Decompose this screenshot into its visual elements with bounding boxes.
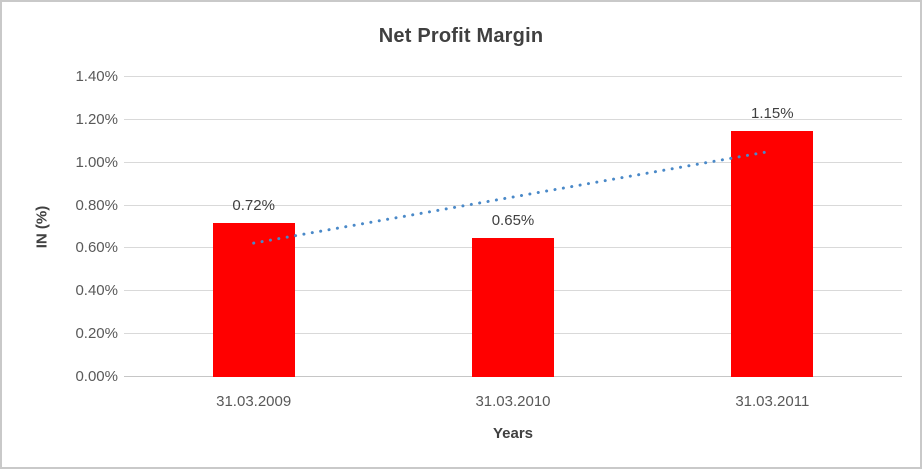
y-axis-title: IN (%) xyxy=(33,205,51,249)
y-tick-label: 1.40% xyxy=(75,68,118,85)
y-tick-label: 0.60% xyxy=(75,239,118,257)
y-tick-label: 1.20% xyxy=(75,110,118,128)
gridline xyxy=(124,161,902,163)
gridline xyxy=(124,76,902,77)
bar-31.03.2009[interactable] xyxy=(212,222,295,377)
trendline[interactable] xyxy=(252,149,774,245)
data-label: 0.65% xyxy=(491,211,535,229)
bar-31.03.2011[interactable] xyxy=(731,130,814,377)
x-tick-label: 31.03.2009 xyxy=(216,393,292,410)
x-axis-title: Years xyxy=(492,425,534,442)
bar-31.03.2010[interactable] xyxy=(472,237,554,377)
x-tick-label: 31.03.2011 xyxy=(735,393,810,410)
y-tick-label: 0.00% xyxy=(75,368,118,385)
trendline-layer xyxy=(252,149,774,245)
gridline xyxy=(124,118,902,120)
y-tick-label: 1.00% xyxy=(75,153,118,171)
y-tick-label: 0.20% xyxy=(75,325,118,343)
data-label: 0.72% xyxy=(232,196,275,214)
x-tick-label: 31.03.2010 xyxy=(475,393,551,410)
y-tick-label: 0.80% xyxy=(75,196,118,214)
gridline xyxy=(124,204,902,206)
y-tick-label: 0.40% xyxy=(75,282,118,300)
data-label: 1.15% xyxy=(751,104,794,122)
chart-title: Net Profit Margin xyxy=(378,25,544,47)
